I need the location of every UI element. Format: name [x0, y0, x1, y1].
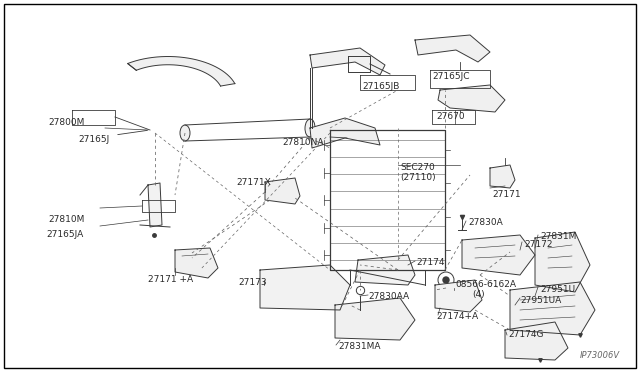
Text: 08566-6162A: 08566-6162A [455, 280, 516, 289]
Polygon shape [435, 280, 482, 312]
Text: IP73006V: IP73006V [580, 351, 620, 360]
Text: 27173: 27173 [238, 278, 267, 287]
Polygon shape [310, 48, 385, 75]
Polygon shape [260, 265, 350, 310]
Text: 27165JC: 27165JC [432, 72, 470, 81]
Text: 27670: 27670 [436, 112, 465, 121]
Text: 27171 +A: 27171 +A [148, 275, 193, 284]
Text: 27831M: 27831M [540, 232, 577, 241]
Text: 27830A: 27830A [468, 218, 503, 227]
Text: 27800M: 27800M [48, 118, 84, 127]
Polygon shape [505, 322, 568, 360]
Polygon shape [310, 118, 380, 148]
Polygon shape [510, 282, 595, 335]
Polygon shape [175, 248, 218, 278]
Text: 27810NA: 27810NA [282, 138, 323, 147]
Polygon shape [265, 178, 300, 204]
Text: 27174: 27174 [416, 258, 445, 267]
Text: 27171X: 27171X [236, 178, 271, 187]
Polygon shape [355, 255, 415, 285]
Ellipse shape [180, 125, 190, 141]
Text: 27830AA: 27830AA [368, 292, 409, 301]
Text: (4): (4) [472, 290, 484, 299]
Text: 27171: 27171 [492, 190, 520, 199]
Text: 27174+A: 27174+A [436, 312, 478, 321]
Polygon shape [415, 35, 490, 62]
Polygon shape [462, 235, 535, 275]
Circle shape [443, 277, 449, 283]
Polygon shape [148, 183, 162, 227]
Text: 27831MA: 27831MA [338, 342, 381, 351]
Polygon shape [335, 298, 415, 340]
Text: 27165JB: 27165JB [362, 82, 399, 91]
Ellipse shape [305, 119, 315, 137]
Text: 27951U: 27951U [540, 285, 575, 294]
Text: 27951UA: 27951UA [520, 296, 561, 305]
Polygon shape [438, 85, 505, 112]
Polygon shape [127, 57, 235, 86]
Text: 27174G: 27174G [508, 330, 543, 339]
Text: 27165J: 27165J [78, 135, 109, 144]
Text: SEC270: SEC270 [400, 163, 435, 172]
Text: (27110): (27110) [400, 173, 436, 182]
Polygon shape [535, 232, 590, 292]
Text: 27810M: 27810M [48, 215, 84, 224]
Text: 27165JA: 27165JA [46, 230, 83, 239]
Polygon shape [490, 165, 515, 188]
Text: 27172: 27172 [524, 240, 552, 249]
